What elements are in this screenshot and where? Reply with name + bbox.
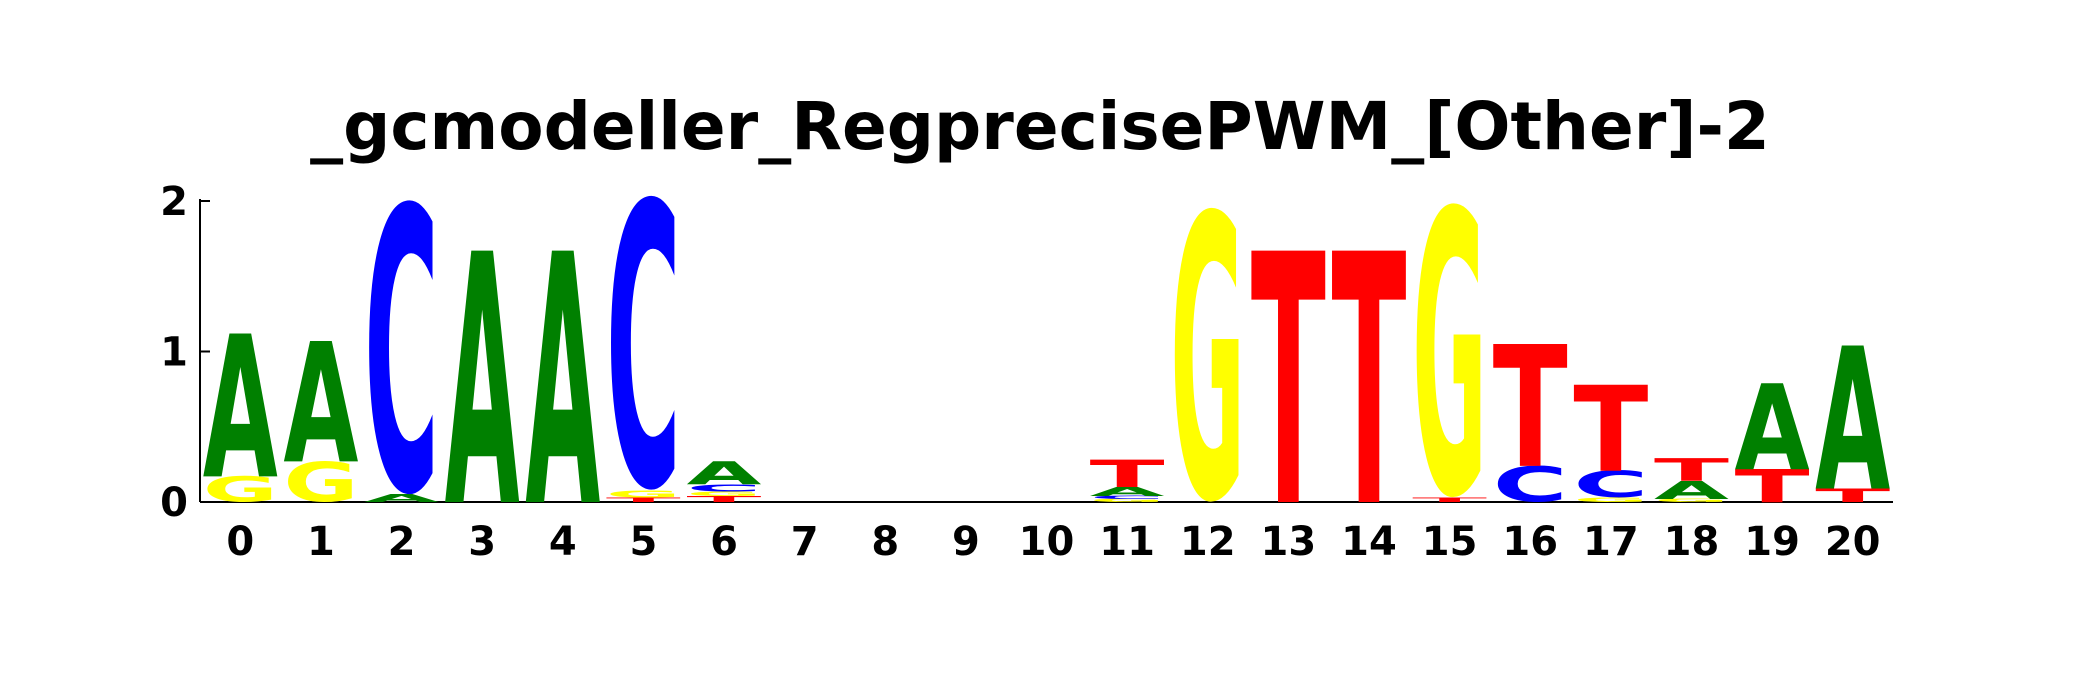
logo-letter-T: T [1654,453,1729,489]
logo-letter-T: T [606,496,681,503]
logo-letter-C: C [1493,456,1568,512]
logo-letter-A: A [445,182,520,584]
logo-letter-A: A [1735,361,1810,497]
x-tick-label: 7 [791,519,819,565]
axes [199,199,1893,503]
x-tick-label: 2 [388,519,416,565]
logo-letter-A: A [1090,485,1166,499]
logo-letter-A: A [1815,307,1890,535]
logo-letter-T: T [1251,183,1326,585]
chart-title: _gcmodeller_RegprecisePWM_[Other]-2 [310,88,1770,165]
y-tick-label: 0 [160,480,188,526]
logo-letter-G: G [606,488,681,500]
logo-letter-C: C [1090,495,1165,500]
x-tick-label: 19 [1744,519,1800,565]
x-tick-label: 20 [1825,519,1881,565]
logo-letter-G: G [687,490,762,497]
logo-letter-T: T [687,494,762,504]
x-tick-label: 16 [1502,519,1558,565]
x-tick-label: 9 [952,519,980,565]
logo-letter-G: G [203,470,278,510]
logo-letter-G: G [1654,498,1729,503]
logo-letter-A: A [1654,476,1729,505]
x-tick-label: 5 [629,519,657,565]
x-tick-label: 3 [468,519,496,565]
logo-letter-T: T [1090,453,1165,496]
x-tick-label: 17 [1583,519,1639,565]
logo-letter-G: G [1412,131,1487,584]
logo-letter-C: C [364,128,439,581]
logo-letter-T: T [1573,361,1648,498]
x-tick-label: 6 [710,519,738,565]
x-tick-label: 1 [307,519,335,565]
logo-letter-A: A [203,295,278,523]
x-tick-label: 12 [1180,519,1236,565]
logo-letter-A: A [525,182,600,584]
x-tick-label: 0 [226,519,254,565]
logo-letter-T: T [1331,183,1406,585]
logo-letter-T: T [1815,485,1890,507]
x-tick-label: 15 [1422,519,1478,565]
x-tick-labels: 0 1 2 3 4 5 6 7 8 9 10 11 12 13 14 15 16 17 18 19 20 [226,519,1880,565]
x-tick-label: 11 [1099,519,1155,565]
logo-letter-G: G [283,450,358,514]
logo-letter-T: T [1735,460,1810,513]
x-tick-label: 14 [1341,519,1397,565]
logo-letter-A: A [687,455,762,491]
x-tick-label: 4 [549,519,577,565]
logo-letter-G: G [1170,135,1245,588]
logo-letter-G: G [1573,496,1648,503]
x-tick-label: 8 [871,519,899,565]
y-tick-label: 2 [160,179,188,225]
y-tick-labels: 0 1 2 [160,179,188,526]
x-tick-label: 13 [1261,519,1317,565]
logo-letter-A: A [364,493,439,505]
logo-letter-T: T [1493,312,1568,506]
logo-letter-C: C [1573,464,1648,506]
x-tick-label: 18 [1664,519,1720,565]
logo-letter-G: G [1090,498,1165,503]
x-tick-label: 10 [1019,519,1075,565]
logo-letter-T: T [1412,496,1487,503]
logo-letter-A: A [283,308,358,501]
logo-letter-C: C [606,123,681,576]
y-tick-label: 1 [160,330,188,376]
logo-letter-C: C [687,482,762,494]
